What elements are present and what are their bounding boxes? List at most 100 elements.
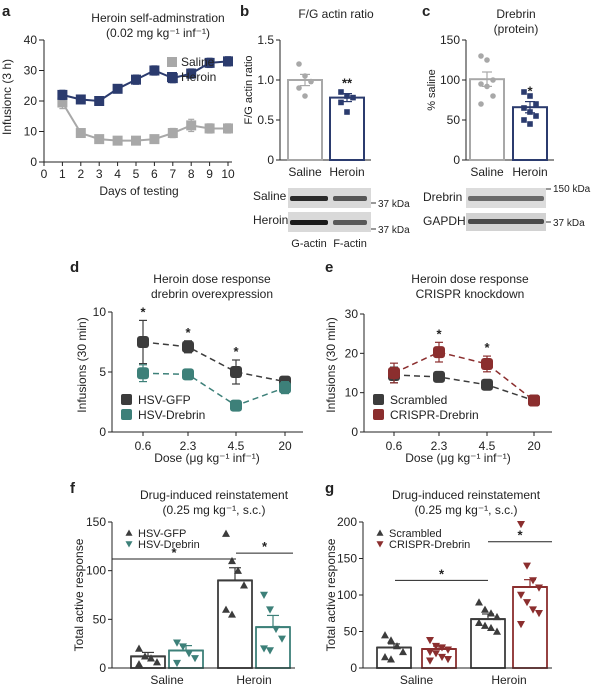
a-data-point: [149, 65, 160, 76]
f-data-point: [260, 645, 268, 653]
e-x-tick-label: 0.6: [386, 439, 403, 453]
f-legend-label: HSV-Drebrin: [138, 539, 200, 551]
g-data-point: [517, 520, 525, 529]
d-series-line: [142, 341, 286, 383]
a-data-point: [112, 135, 123, 146]
f-data-point: [228, 610, 236, 618]
a-data-point: [94, 134, 105, 145]
g-y-tick-label: 200: [337, 515, 357, 529]
f-data-point: [260, 591, 268, 599]
c-data-point: [527, 121, 533, 127]
b-blot-band: [290, 196, 328, 201]
b-y-tick-label: 0.5: [257, 113, 274, 127]
g-data-point: [432, 642, 440, 651]
b-significance-star: **: [342, 76, 353, 91]
d-legend-label: HSV-Drebrin: [138, 408, 205, 422]
a-data-point: [94, 96, 105, 106]
e-xlabel: Dose (μg kg⁻¹ inf⁻¹): [405, 451, 511, 465]
b-data-point: [302, 73, 308, 79]
b-data-point: [308, 78, 314, 85]
g-data-point: [517, 621, 525, 629]
a-data-point: [204, 57, 215, 68]
b-x-tick-label: Heroin: [329, 165, 364, 179]
e-significance-star: *: [436, 326, 442, 341]
d-x-tick-label: 4.5: [228, 439, 245, 453]
panel-letter-f: f: [70, 480, 76, 497]
c-y-tick-label: 150: [440, 33, 460, 47]
f-y-tick-label: 50: [93, 612, 107, 626]
g-y-tick-label: 50: [344, 625, 358, 639]
f-data-point: [185, 650, 193, 658]
a-x-tick-label: 6: [151, 167, 158, 181]
a-x-tick-label: 9: [206, 167, 213, 181]
c-data-point: [478, 53, 484, 59]
d-data-point: [182, 340, 194, 353]
d-subtitle: drebrin overexpression: [151, 287, 273, 301]
panel-letter-g: g: [325, 480, 334, 497]
f-title: Drug-induced reinstatement: [140, 488, 289, 502]
c-y-tick-label: 100: [440, 73, 460, 87]
g-data-point: [376, 529, 384, 536]
g-data-point: [438, 644, 446, 652]
f-significance-star: *: [171, 545, 177, 560]
panel-letter-d: d: [70, 259, 79, 276]
g-data-point: [381, 653, 389, 661]
d-data-point: [230, 399, 242, 412]
a-x-tick-label: 0: [41, 167, 48, 181]
g-bar: [376, 646, 412, 669]
d-title: Heroin dose response: [153, 272, 271, 286]
g-x-tick-label: Saline: [400, 673, 434, 685]
b-data-point: [344, 93, 350, 99]
b-data-point: [338, 89, 344, 95]
e-y-tick-label: 20: [345, 346, 359, 360]
g-data-point: [529, 577, 537, 585]
c-data-point: [533, 101, 539, 107]
g-data-point: [487, 623, 495, 632]
a-y-tick-label: 0: [30, 155, 37, 169]
g-data-point: [376, 541, 384, 548]
b-bar: [287, 79, 323, 161]
d-xlabel: Dose (μg kg⁻¹ inf⁻¹): [154, 451, 260, 465]
g-data-point: [387, 636, 395, 644]
b-bar: [329, 96, 365, 161]
c-blot-band: [468, 196, 544, 201]
b-blot-marker: 37 kDa: [378, 225, 410, 236]
f-data-point: [240, 581, 248, 589]
a-y-tick-label: 30: [24, 64, 38, 78]
g-y-tick-label: 150: [337, 552, 357, 566]
e-legend-swatch: [373, 394, 384, 405]
f-data-point: [153, 658, 161, 666]
a-data-point: [131, 74, 141, 85]
b-blot-strip: [288, 212, 371, 232]
b-blot-lane-label: F-actin: [333, 238, 367, 250]
a-data-point: [131, 135, 141, 146]
d-significance-star: *: [185, 325, 191, 340]
g-data-point: [493, 612, 501, 621]
a-x-tick-label: 8: [188, 167, 195, 181]
d-data-point: [182, 368, 194, 381]
c-blot-marker: 37 kDa: [553, 218, 585, 229]
g-data-point: [444, 646, 452, 654]
b-data-point: [296, 85, 302, 91]
c-x-tick-label: Saline: [470, 165, 504, 179]
e-data-point: [481, 378, 493, 391]
panel-letter-c: c: [422, 3, 430, 20]
a-legend-label: Heroin: [181, 70, 216, 84]
f-legend-label: HSV-GFP: [138, 528, 186, 540]
g-data-point: [399, 647, 407, 656]
b-data-point: [302, 93, 308, 99]
f-data-point: [147, 654, 155, 662]
a-x-tick-label: 1: [59, 167, 66, 181]
c-ylabel: % saline: [426, 69, 438, 111]
e-y-tick-label: 30: [345, 307, 359, 321]
b-x-tick-label: Saline: [288, 165, 322, 179]
a-data-point: [186, 68, 197, 79]
c-data-point: [521, 117, 527, 123]
a-data-point: [112, 83, 123, 94]
e-series-line: [393, 374, 535, 402]
g-subtitle: (0.25 mg kg⁻¹, s.c.): [414, 503, 517, 517]
g-data-point: [426, 648, 434, 656]
c-data-point: [484, 57, 490, 63]
g-data-point: [475, 618, 483, 626]
